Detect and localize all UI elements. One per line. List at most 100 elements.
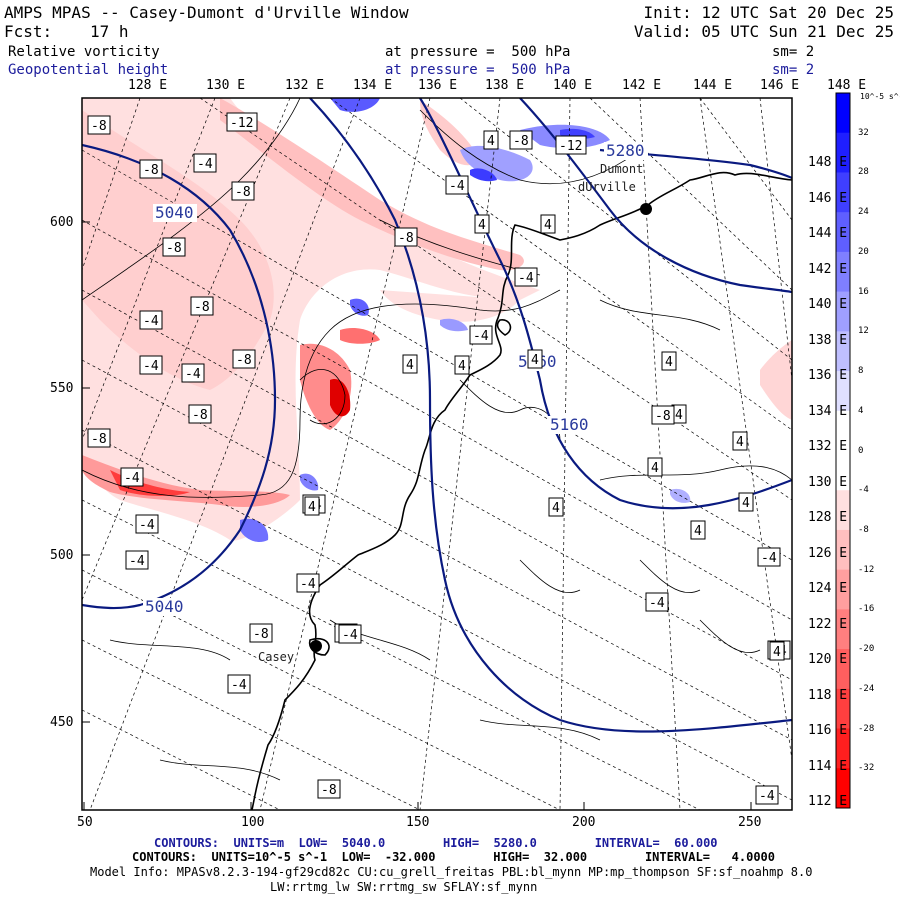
field2-name: Geopotential height — [8, 62, 169, 78]
colorbar-swatch — [836, 569, 850, 610]
vorticity-label-box — [87, 428, 111, 448]
right-lon-label: 112 E — [808, 794, 848, 809]
footer-physics-info: LW:rrtmg_lw SW:rrtmg_sw SFLAY:sf_mynn — [270, 880, 538, 894]
right-lon-label: 116 E — [808, 723, 848, 738]
valid-time: Valid: 05 UTC Sun 21 Dec 25 — [633, 22, 894, 41]
right-lon-label: 144 E — [808, 226, 848, 241]
init-time: Init: 12 UTC Sat 20 Dec 25 — [643, 3, 894, 22]
vorticity-label-box — [190, 296, 214, 316]
top-lon-label: 148 E — [827, 78, 867, 93]
vorticity-label: 4 — [406, 358, 414, 373]
top-lon-label: 128 E — [128, 78, 168, 93]
top-lon-label: 132 E — [285, 78, 325, 93]
vorticity-label-box — [757, 547, 781, 567]
vorticity-label-box — [690, 520, 706, 540]
vorticity-label-box — [193, 153, 217, 173]
vorticity-label-box — [469, 325, 493, 345]
vorticity-label: -8 — [236, 353, 252, 368]
casey-marker[interactable] — [310, 640, 322, 652]
vorticity-label: -4 — [129, 554, 145, 569]
x-tick-label: 250 — [738, 815, 762, 830]
axis-ticks — [82, 221, 752, 810]
vorticity-label-box — [661, 351, 677, 371]
vorticity-label: -12 — [559, 139, 582, 154]
vorticity-label: -4 — [761, 551, 777, 566]
colorbar-label: -8 — [858, 524, 869, 535]
colorbar-label: -20 — [858, 644, 875, 655]
top-lon-label: 144 E — [693, 78, 733, 93]
colorbar-label: 16 — [858, 286, 869, 297]
vorticity-label-box — [139, 310, 163, 330]
height-contour-label: 5280 — [606, 141, 645, 160]
dumont-durville-marker[interactable] — [640, 203, 652, 215]
vorticity-label: 4 — [487, 134, 495, 149]
vorticity-label: 4 — [544, 218, 552, 233]
height-label-bg — [153, 204, 197, 222]
colorbar-swatch — [836, 371, 850, 412]
vorticity-label: -8 — [194, 300, 210, 315]
top-lon-label: 136 E — [418, 78, 458, 93]
colorbar-frame — [835, 92, 851, 809]
vorticity-label: -8 — [321, 783, 337, 798]
vorticity-label: -8 — [655, 409, 671, 424]
vorticity-label-box — [296, 573, 320, 593]
height-label-bg — [143, 598, 187, 616]
top-lon-label: 146 E — [760, 78, 800, 93]
vorticity-label-box — [317, 779, 341, 799]
vorticity-label-box — [509, 130, 533, 150]
colorbar-swatch — [836, 529, 850, 571]
vorticity-label-box — [135, 514, 159, 534]
colorbar-label: 28 — [858, 167, 869, 178]
vorticity-label: -4 — [342, 628, 358, 643]
vorticity-label-box — [555, 135, 587, 155]
vorticity-label-box — [231, 181, 255, 201]
vorticity-label: -8 — [166, 241, 182, 256]
right-lon-label: 142 E — [808, 261, 848, 277]
station-label-dumont: Dumont — [600, 162, 644, 176]
vorticity-label-box — [445, 175, 469, 195]
vorticity-label-box — [645, 592, 669, 612]
colorbar-label: 8 — [858, 366, 864, 377]
vorticity-label: -8 — [91, 119, 107, 134]
vorticity-label: 4 — [742, 496, 750, 511]
vorticity-label-box — [540, 214, 556, 234]
colorbar-label: -16 — [858, 604, 875, 615]
top-lon-label: 130 E — [206, 78, 246, 93]
latlon-grid — [82, 98, 792, 810]
colorbar-swatch — [836, 728, 850, 769]
forecast-label: Fcst: — [4, 22, 53, 41]
vorticity-label: -4 — [231, 678, 247, 693]
colorbar-swatch — [836, 609, 850, 650]
vorticity-label-box — [647, 457, 663, 477]
colorbar-label: -12 — [858, 564, 875, 575]
colorbar-swatch — [836, 688, 850, 730]
colorbar-unit: 10^-5 s^-1 — [860, 92, 900, 101]
vorticity-label-box — [548, 497, 564, 517]
vorticity-label: 4 — [675, 408, 683, 423]
vorticity-label-box — [755, 785, 779, 805]
field2-smoothing: sm= 2 — [772, 62, 815, 78]
vorticity-label: -4 — [759, 789, 775, 804]
vorticity-contours — [82, 98, 792, 781]
height-contour-label: 5040 — [145, 597, 184, 616]
colorbar-label: 32 — [858, 127, 869, 138]
vorticity-label-box — [651, 405, 675, 425]
right-lon-label: 146 E — [808, 190, 848, 206]
vorticity-label: -8 — [398, 231, 414, 246]
vorticity-label: 4 — [773, 645, 781, 660]
vorticity-label: -8 — [235, 185, 251, 200]
vorticity-label: -4 — [143, 314, 159, 329]
station-label-casey: Casey — [258, 650, 295, 664]
vorticity-label: -4 — [185, 367, 201, 382]
vorticity-label-box — [338, 624, 362, 644]
colorbar-label: -28 — [858, 723, 875, 734]
vorticity-label: -12 — [230, 116, 253, 131]
right-lon-label: 140 E — [808, 297, 848, 312]
colorbar-label: 20 — [858, 246, 869, 257]
right-lon-label: 114 E — [808, 758, 848, 774]
vorticity-label: -4 — [300, 577, 316, 592]
vorticity-label-box — [87, 115, 111, 135]
colorbar-swatch — [836, 490, 850, 531]
station-markers — [310, 203, 652, 652]
